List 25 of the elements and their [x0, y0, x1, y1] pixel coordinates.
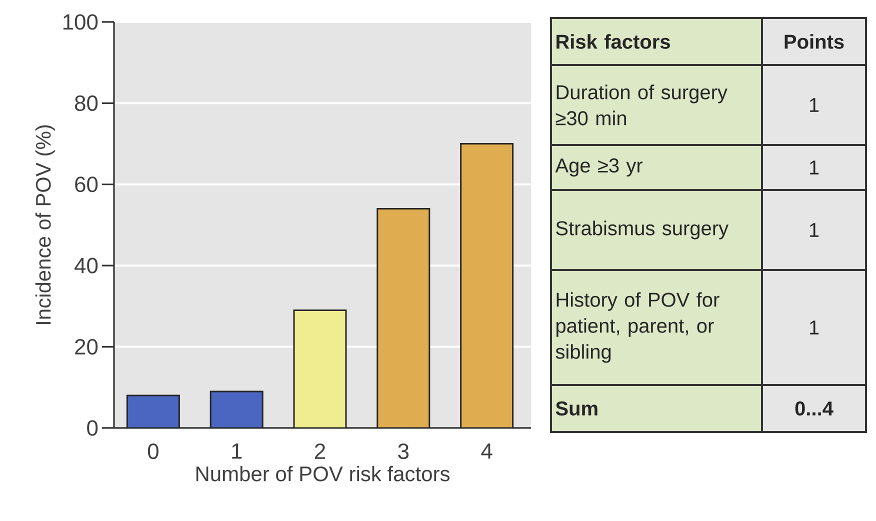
text: Duration of surgery ≥30 min	[556, 84, 728, 126]
text: Age ≥3 yr	[555, 158, 643, 177]
y-tick-label: 0	[87, 420, 98, 436]
text: Points	[784, 34, 844, 49]
x-tick-label: 2	[314, 444, 326, 459]
text: 1	[810, 160, 819, 174]
x-axis-title: Number of POV risk factors	[196, 466, 450, 482]
text: Sum	[556, 401, 598, 416]
text: History of POV for patient, parent, or sibling	[556, 292, 720, 363]
text: Strabismus surgery	[556, 220, 729, 240]
x-tick-label: 0	[148, 444, 158, 460]
x-tick-label: 4	[481, 444, 492, 459]
text: Risk factors	[556, 34, 670, 49]
x-tick-label: 3	[398, 444, 409, 460]
y-tick-label: 40	[74, 258, 98, 274]
y-tick-label: 60	[75, 176, 98, 192]
text: 1	[810, 320, 819, 334]
y-tick-label: 20	[75, 339, 98, 355]
text: 1	[810, 98, 819, 112]
x-tick-label: 1	[232, 444, 242, 459]
y-tick-label: 100	[63, 14, 98, 30]
y-axis-title: Incidence of POV (%)	[35, 125, 55, 324]
text: 1	[810, 223, 819, 237]
y-tick-label: 80	[74, 95, 98, 111]
text: 0...4	[795, 401, 834, 416]
